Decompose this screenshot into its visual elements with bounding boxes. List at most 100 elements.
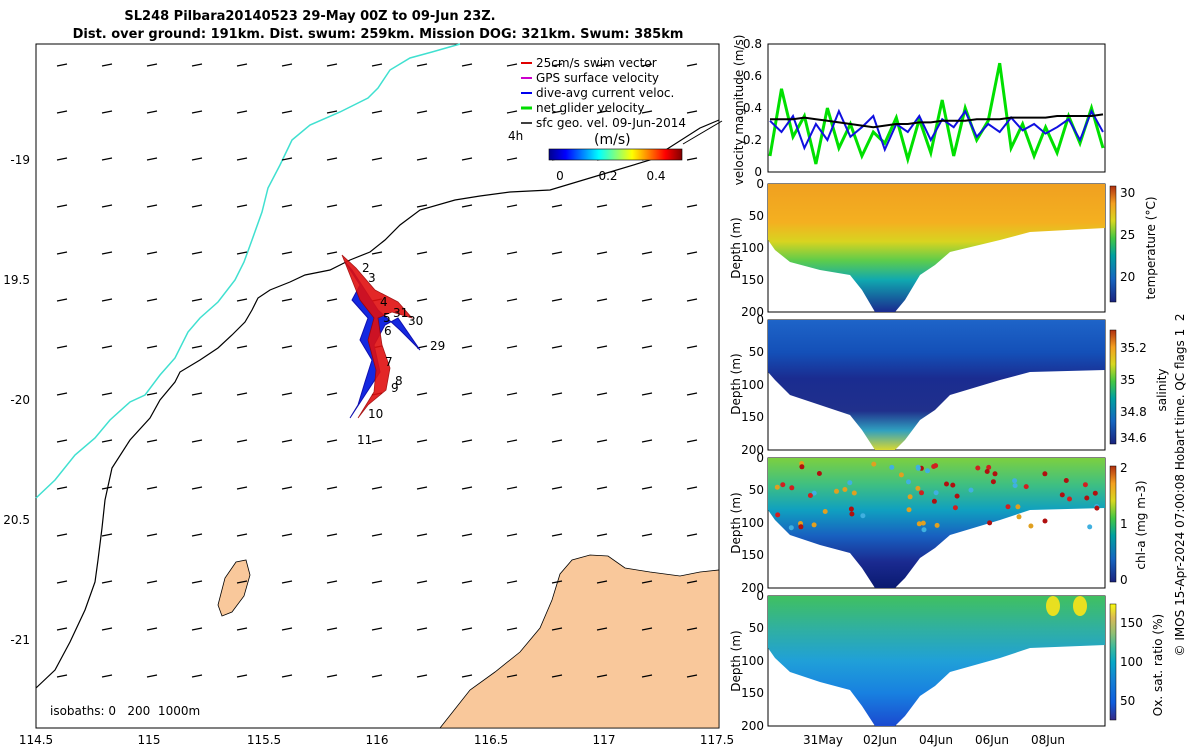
cb-tick: 25	[1120, 228, 1135, 242]
velocity-arrow	[326, 627, 338, 631]
velocity-arrow	[686, 251, 698, 255]
y-tick: 0.2	[743, 133, 762, 147]
cb-label: salinity	[1155, 368, 1169, 411]
velocity-arrow	[101, 580, 113, 584]
cb-tick: 34.8	[1120, 405, 1147, 419]
velocity-arrow	[56, 157, 68, 161]
bottle-point	[1059, 492, 1065, 498]
velocity-arrow	[461, 251, 473, 255]
oxygen-cbar	[1109, 603, 1117, 721]
velocity-arrow	[641, 580, 653, 584]
velocity-arrow	[506, 63, 518, 67]
velocity-arrow	[641, 627, 653, 631]
velocity-arrow	[281, 345, 293, 349]
y-tick: 100	[741, 654, 764, 668]
cb-label: chl-a (mg m-3)	[1134, 480, 1148, 569]
velocity-arrow	[371, 110, 383, 114]
velocity-arrow	[506, 204, 518, 208]
track-red	[341, 254, 414, 419]
chla-bottle-points	[774, 461, 1100, 533]
velocity-arrow	[551, 486, 563, 490]
bottle-point	[811, 490, 817, 496]
velocity-arrow	[596, 533, 608, 537]
y-tick: -21	[10, 633, 30, 647]
velocity-arrow	[146, 533, 158, 537]
bottle-point	[842, 487, 848, 492]
cb-tick: 2	[1120, 461, 1128, 475]
velocity-arrow	[56, 392, 68, 396]
bottle-point	[851, 490, 857, 496]
velocity-arrow	[56, 345, 68, 349]
velocity-arrow	[101, 251, 113, 255]
velocity-arrow	[686, 157, 698, 161]
island	[217, 559, 251, 617]
velocity-arrow	[461, 110, 473, 114]
velocity-arrow	[506, 345, 518, 349]
velocity-arrow	[641, 439, 653, 443]
velocity-arrow	[596, 674, 608, 678]
velocity-arrow	[281, 110, 293, 114]
legend-note: 4h	[508, 129, 523, 143]
velocity-arrow	[146, 298, 158, 302]
day-label: 30	[408, 314, 423, 328]
velocity-arrow	[596, 345, 608, 349]
bottle-point	[952, 505, 958, 511]
day-label: 31	[393, 306, 408, 320]
bottle-point	[1012, 483, 1018, 489]
velocity-arrow	[461, 204, 473, 208]
velocity-arrow	[326, 110, 338, 114]
bottle-point	[1023, 484, 1029, 490]
x-tick: 117.5	[700, 733, 734, 747]
y-tick: 20.5	[3, 513, 30, 527]
day-label: 4	[380, 295, 388, 309]
velocity-arrow	[461, 392, 473, 396]
cb-tick: 35	[1120, 373, 1135, 387]
y-tick: -20	[10, 393, 30, 407]
y-tick: 200	[741, 443, 764, 457]
velocity-arrow	[371, 204, 383, 208]
bottle-point	[1092, 490, 1098, 496]
velocity-arrow	[191, 345, 203, 349]
day-label: 10	[368, 407, 383, 421]
velocity-arrow	[281, 580, 293, 584]
velocity-arrow	[641, 392, 653, 396]
bottle-point	[1067, 496, 1072, 502]
temperature-section	[768, 184, 1105, 312]
velocity-arrow	[686, 392, 698, 396]
depth-label: Depth (m)	[729, 492, 743, 553]
bottle-point	[975, 465, 981, 471]
velocity-arrow	[506, 392, 518, 396]
y-tick: 0.4	[743, 101, 762, 115]
x-tick: 114.5	[19, 733, 53, 747]
velocity-arrow	[191, 251, 203, 255]
velocity-arrow	[101, 204, 113, 208]
y-tick: 0	[756, 589, 764, 603]
map-legend: 25cm/s swim vector GPS surface velocity …	[508, 56, 686, 183]
velocity-arrow	[371, 486, 383, 490]
bottle-point	[950, 482, 956, 488]
velocity-arrow	[236, 486, 248, 490]
bottle-point	[931, 464, 937, 469]
velocity-arrow	[236, 392, 248, 396]
y-tick: 50	[749, 209, 764, 223]
velocity-arrow	[461, 627, 473, 631]
velocity-arrow	[686, 204, 698, 208]
velocity-arrow	[326, 439, 338, 443]
bottle-point	[860, 513, 866, 519]
bottle-point	[849, 511, 855, 517]
velocity-arrow	[506, 110, 518, 114]
speed-colorbar	[548, 148, 683, 161]
velocity-arrow	[371, 533, 383, 537]
bottle-point	[934, 522, 940, 528]
cb-tick: 0	[1120, 573, 1128, 587]
velocity-arrow	[191, 298, 203, 302]
legend-label: 25cm/s swim vector	[536, 56, 657, 70]
velocity-arrow	[236, 63, 248, 67]
bottle-point	[1042, 471, 1048, 477]
velocity-arrow	[416, 580, 428, 584]
x-tick: 115	[138, 733, 161, 747]
velocity-arrow	[641, 204, 653, 208]
cb-tick: 50	[1120, 694, 1135, 708]
depth-label: Depth (m)	[729, 217, 743, 278]
bottle-point	[907, 494, 913, 500]
